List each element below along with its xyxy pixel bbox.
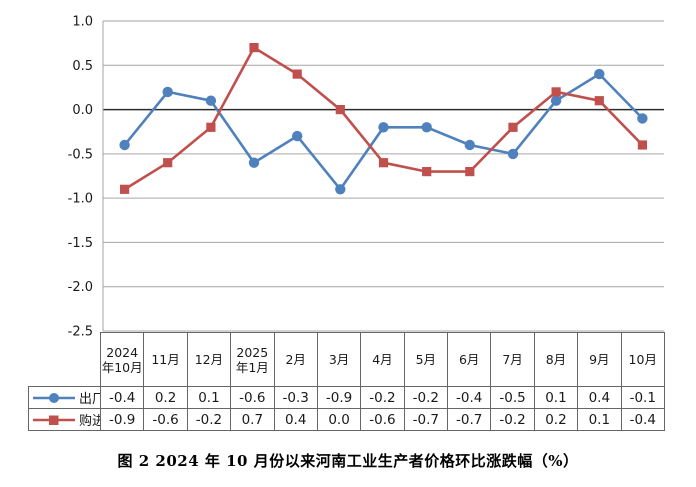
data-point-circle <box>335 184 346 195</box>
legend-cell: 购进 <box>28 408 101 431</box>
value-cell: 0.1 <box>533 386 579 409</box>
legend-series-label: 出厂 <box>79 392 100 407</box>
series-row-purchase: 购进-0.9-0.6-0.20.70.40.0-0.6-0.7-0.7-0.20… <box>28 408 665 431</box>
line-chart-plot: 1.0 0.5 0.0 -0.5 -1.0 -1.5 -2.0 -2.5 <box>68 15 664 340</box>
value-cell: -0.2 <box>490 408 535 431</box>
chart-data-table: 2024年10月 11月 12月 2025年1月 2月 3月 4月 5月 6月 7月 8月 9月 10月… <box>28 332 665 431</box>
legend-circle-marker-icon <box>33 392 75 403</box>
data-point-square <box>508 122 518 132</box>
month-header-cell: 3月 <box>316 332 362 387</box>
y-axis-tick: -2.0 <box>68 280 93 295</box>
value-cell: -0.9 <box>99 408 145 431</box>
legend-square-marker-icon <box>33 415 75 425</box>
data-point-square <box>249 43 259 53</box>
value-cell: -0.5 <box>490 386 535 409</box>
value-cell: -0.2 <box>403 386 449 409</box>
month-header-cell: 2025年1月 <box>230 332 275 387</box>
data-point-circle <box>119 139 130 151</box>
month-header-cell: 4月 <box>360 332 405 387</box>
legend-cell: 出厂 <box>28 386 101 409</box>
value-cell: -0.9 <box>316 386 362 409</box>
data-point-circle <box>507 148 519 160</box>
value-cell: 0.4 <box>577 386 622 409</box>
data-point-square <box>292 69 302 79</box>
data-point-circle <box>421 122 432 133</box>
figure-caption: 图 2 2024 年 10 月份以来河南工业生产者价格环比涨跌幅（%） <box>117 452 579 470</box>
y-axis-tick: -1.0 <box>68 192 93 207</box>
data-point-square <box>551 87 561 97</box>
value-cell: -0.6 <box>360 408 405 431</box>
data-point-circle <box>464 139 475 151</box>
value-cell: -0.4 <box>446 386 492 409</box>
value-cell: -0.2 <box>360 386 405 409</box>
value-cell: 0.2 <box>533 408 579 431</box>
y-axis-tick: -1.5 <box>68 236 93 251</box>
month-header-cell: 6月 <box>446 332 492 387</box>
value-cell: 0.1 <box>577 408 622 431</box>
value-cell: -0.3 <box>273 386 318 409</box>
y-axis-tick: 1.0 <box>72 15 93 30</box>
data-point-circle <box>550 95 562 106</box>
table-header-row: 2024年10月 11月 12月 2025年1月 2月 3月 4月 5月 6月 7月 8月 9月 10月 <box>29 332 665 387</box>
value-cell: -0.2 <box>186 408 232 431</box>
data-point-square <box>465 167 475 177</box>
value-cell: -0.1 <box>620 386 665 409</box>
data-point-circle <box>378 122 389 133</box>
y-axis-tick: -0.5 <box>68 147 93 162</box>
data-point-circle <box>248 157 260 168</box>
data-point-square <box>378 158 389 168</box>
value-cell: 0.2 <box>143 386 188 409</box>
month-header-cell: 2月 <box>273 332 318 387</box>
month-header-cell: 9月 <box>577 332 622 387</box>
month-header-cell: 2024年10月 <box>99 332 145 387</box>
data-point-square <box>120 184 130 194</box>
data-point-circle <box>637 113 648 124</box>
data-point-square <box>637 140 647 150</box>
data-point-circle <box>292 130 303 142</box>
month-header-cell: 11月 <box>143 332 188 387</box>
series-line <box>123 46 644 191</box>
data-point-circle <box>162 86 173 98</box>
y-axis-tick: 0.5 <box>72 59 93 74</box>
data-point-circle <box>594 68 605 80</box>
value-cell: -0.6 <box>143 408 188 431</box>
data-point-circle <box>205 95 217 106</box>
y-axis-tick: 0.0 <box>72 103 93 118</box>
legend-series-label: 购进 <box>79 414 100 429</box>
month-header-cell: 8月 <box>533 332 579 387</box>
value-cell: -0.7 <box>446 408 492 431</box>
value-cell: -0.4 <box>620 408 665 431</box>
value-cell: 0.7 <box>230 408 275 431</box>
month-header-cell: 10月 <box>620 332 665 387</box>
month-header-cell: 5月 <box>403 332 449 387</box>
table-corner-blank <box>29 333 101 387</box>
data-point-square <box>206 122 216 132</box>
value-cell: 0.0 <box>316 408 362 431</box>
month-header-cell: 12月 <box>186 332 232 387</box>
value-cell: -0.7 <box>403 408 449 431</box>
value-cell: -0.4 <box>99 386 145 409</box>
month-header-cell: 7月 <box>490 332 535 387</box>
data-point-square <box>422 167 432 177</box>
value-cell: 0.4 <box>273 408 318 431</box>
series-row-factory: 出厂-0.40.20.1-0.6-0.3-0.9-0.2-0.2-0.4-0.5… <box>28 386 665 409</box>
data-point-square <box>335 105 345 115</box>
data-point-square <box>594 96 604 106</box>
value-cell: 0.1 <box>186 386 232 409</box>
value-cell: -0.6 <box>230 386 275 409</box>
data-point-square <box>163 158 173 168</box>
y-axis-tick: -2.5 <box>68 325 93 340</box>
